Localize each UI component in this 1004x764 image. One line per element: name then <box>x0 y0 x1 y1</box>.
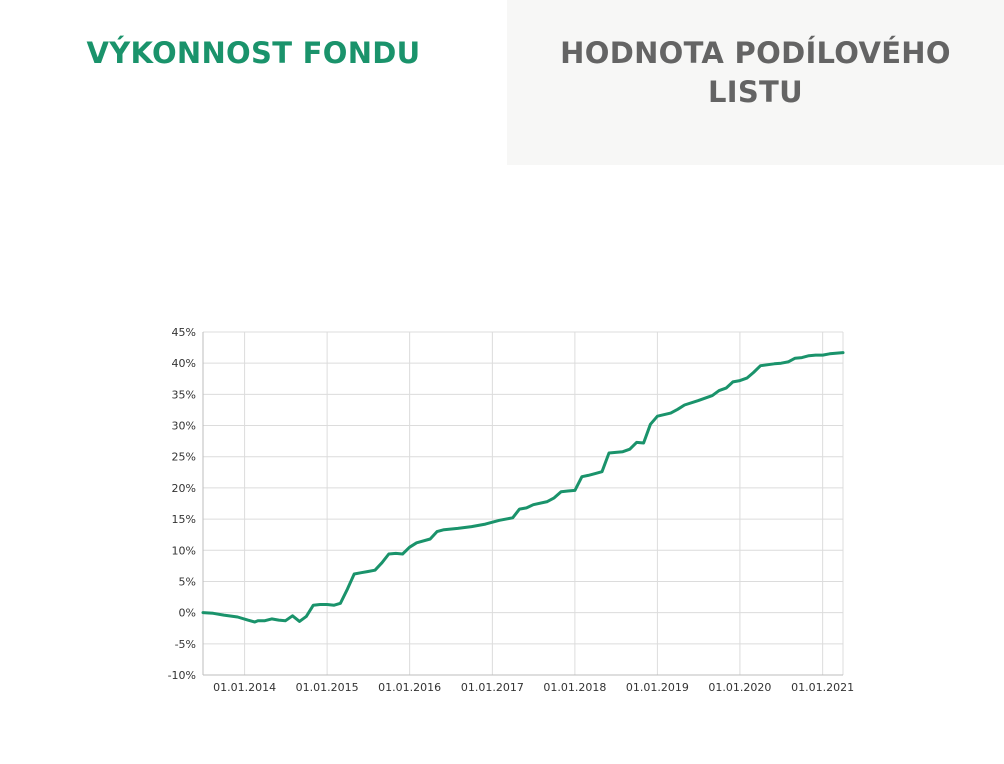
y-tick-label: -10% <box>168 669 196 682</box>
x-tick-label: 01.01.2021 <box>791 681 854 694</box>
x-tick-label: 01.01.2017 <box>461 681 524 694</box>
y-tick-label: 30% <box>172 420 196 433</box>
tab-fund-performance[interactable]: VÝKONNOST FONDU <box>0 0 507 165</box>
y-tick-label: 45% <box>172 326 196 339</box>
x-tick-label: 01.01.2015 <box>296 681 359 694</box>
performance-series-line <box>201 351 845 624</box>
y-tick-label: 35% <box>172 388 196 401</box>
x-tick-label: 01.01.2016 <box>378 681 441 694</box>
y-tick-label: 0% <box>179 607 196 620</box>
tab-fund-performance-label: VÝKONNOST FONDU <box>86 36 421 70</box>
y-tick-label: 10% <box>172 544 196 557</box>
y-tick-label: -5% <box>175 638 196 651</box>
y-tick-label: 40% <box>172 357 196 370</box>
tab-unit-value[interactable]: HODNOTA PODÍLOVÉHO LISTU <box>507 0 1004 165</box>
x-tick-label: 01.01.2018 <box>543 681 606 694</box>
y-tick-label: 25% <box>172 451 196 464</box>
y-tick-label: 20% <box>172 482 196 495</box>
x-tick-label: 01.01.2020 <box>708 681 771 694</box>
tab-unit-value-label: HODNOTA PODÍLOVÉHO LISTU <box>560 36 951 109</box>
y-tick-label: 5% <box>179 575 196 588</box>
x-tick-label: 01.01.2014 <box>213 681 276 694</box>
y-tick-label: 15% <box>172 513 196 526</box>
x-tick-label: 01.01.2019 <box>626 681 689 694</box>
plot-area <box>203 332 843 675</box>
